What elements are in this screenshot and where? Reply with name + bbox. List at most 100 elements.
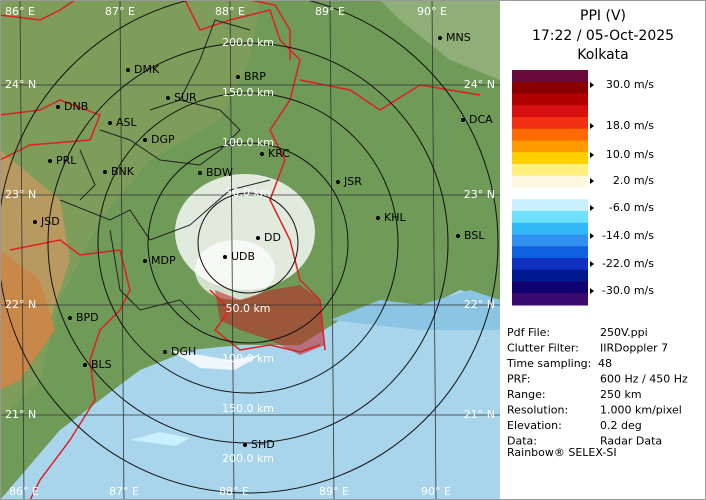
city-dot bbox=[461, 118, 465, 122]
grid-labels: 86° E 86° E 87° E 87° E 88° E 88° E 89° E 89° E… bbox=[5, 5, 495, 498]
city-dot bbox=[103, 170, 107, 174]
city-dot bbox=[376, 216, 380, 220]
legend-label: 10.0 m/s bbox=[606, 148, 654, 161]
info-value: 48 bbox=[598, 357, 612, 370]
info-value: IIRDoppler 7 bbox=[600, 342, 668, 355]
city-dot bbox=[336, 180, 340, 184]
color-swatch bbox=[512, 293, 588, 306]
range-label: 200.0 km bbox=[222, 452, 274, 465]
lat-label: 24° N bbox=[464, 78, 495, 91]
boundary bbox=[0, 99, 101, 161]
city-dot bbox=[166, 96, 170, 100]
city-label: SHD bbox=[251, 438, 275, 451]
lon-label: 89° E bbox=[315, 5, 345, 18]
info-value: Radar Data bbox=[600, 435, 662, 448]
city-label: UDB bbox=[231, 250, 255, 263]
info-label: Elevation: bbox=[507, 419, 562, 432]
info-label: Clutter Filter: bbox=[507, 342, 579, 355]
city-dot bbox=[126, 68, 130, 72]
clutter bbox=[195, 240, 275, 300]
info-label: PRF: bbox=[507, 373, 530, 386]
legend-label: -30.0 m/s bbox=[602, 284, 654, 297]
color-swatch bbox=[512, 152, 588, 165]
sea bbox=[330, 290, 500, 330]
boundary bbox=[209, 289, 321, 353]
color-swatch bbox=[512, 246, 588, 259]
district bbox=[59, 179, 271, 241]
city-dot bbox=[198, 171, 202, 175]
color-swatch bbox=[512, 222, 588, 235]
info-label: Resolution: bbox=[507, 404, 568, 417]
range-label: 50.0 km bbox=[225, 302, 270, 315]
city-label: JSR bbox=[343, 175, 362, 188]
district bbox=[179, 19, 251, 101]
district bbox=[109, 229, 201, 321]
boundary bbox=[249, 0, 291, 60]
city-label: KRC bbox=[268, 147, 290, 160]
color-swatch bbox=[512, 128, 588, 141]
legend-label: 2.0 m/s bbox=[613, 174, 654, 187]
lon-label: 88° E bbox=[219, 485, 249, 498]
city-label: DCA bbox=[469, 113, 493, 126]
meridian bbox=[229, 0, 235, 500]
legend-arrow bbox=[590, 178, 594, 184]
city-dot bbox=[438, 36, 442, 40]
range-label: 150.0 km bbox=[222, 402, 274, 415]
boundary bbox=[299, 79, 481, 111]
color-swatch bbox=[512, 105, 588, 118]
lon-label: 86° E bbox=[5, 5, 35, 18]
color-swatch bbox=[512, 187, 588, 200]
range-label: 50.0 km bbox=[225, 186, 270, 199]
legend-label: -22.0 m/s bbox=[602, 257, 654, 270]
color-swatch bbox=[512, 234, 588, 247]
info-label: Pdf File: bbox=[507, 326, 550, 339]
color-swatch bbox=[512, 164, 588, 177]
range-label: 200.0 km bbox=[222, 36, 274, 49]
info-label: Range: bbox=[507, 388, 546, 401]
legend-arrow bbox=[590, 123, 594, 129]
lon-label: 86° E bbox=[9, 485, 39, 498]
terrain bbox=[0, 250, 55, 390]
legend-arrow bbox=[590, 233, 594, 239]
sea bbox=[0, 290, 500, 500]
city-dot bbox=[56, 105, 60, 109]
range-rings: 50.0 km 50.0 km 100.0 km 100.0 km 150.0 km 15… bbox=[0, 0, 499, 494]
meridian bbox=[329, 0, 335, 500]
city-label: BRP bbox=[244, 70, 266, 83]
legend-label: -6.0 m/s bbox=[609, 201, 654, 214]
lat-label: 24° N bbox=[5, 78, 36, 91]
lat-lon-grid bbox=[0, 0, 500, 500]
lat-label: 21° N bbox=[5, 408, 36, 421]
range-ring bbox=[47, 42, 449, 444]
color-swatch bbox=[512, 258, 588, 271]
info-value: 250V.ppi bbox=[600, 326, 648, 339]
city-dot bbox=[48, 159, 52, 163]
city-dot bbox=[143, 259, 147, 263]
range-ring bbox=[97, 92, 399, 394]
city-label: DGH bbox=[171, 345, 196, 358]
title: PPI (V) bbox=[580, 8, 626, 24]
range-label: 100.0 km bbox=[222, 352, 274, 365]
info-value: 0.2 deg bbox=[600, 419, 642, 432]
lat-label: 22° N bbox=[464, 298, 495, 311]
terrain bbox=[0, 0, 260, 420]
legend-label: -14.0 m/s bbox=[602, 229, 654, 242]
range-ring bbox=[0, 0, 499, 494]
city-dot bbox=[83, 363, 87, 367]
city-dot bbox=[108, 121, 112, 125]
city-label: DNB bbox=[64, 100, 88, 113]
info-label: Time sampling: bbox=[506, 357, 591, 370]
city-label: PRL bbox=[56, 154, 77, 167]
legend-label: 18.0 m/s bbox=[606, 119, 654, 132]
color-swatch bbox=[512, 93, 588, 106]
color-swatch bbox=[512, 117, 588, 130]
meridian bbox=[431, 0, 437, 500]
legend-arrow bbox=[590, 261, 594, 267]
color-swatch bbox=[512, 140, 588, 153]
station: Kolkata bbox=[577, 47, 628, 63]
range-label: 150.0 km bbox=[222, 86, 274, 99]
color-swatch bbox=[512, 211, 588, 224]
echo bbox=[215, 285, 325, 355]
lat-label: 22° N bbox=[5, 298, 36, 311]
